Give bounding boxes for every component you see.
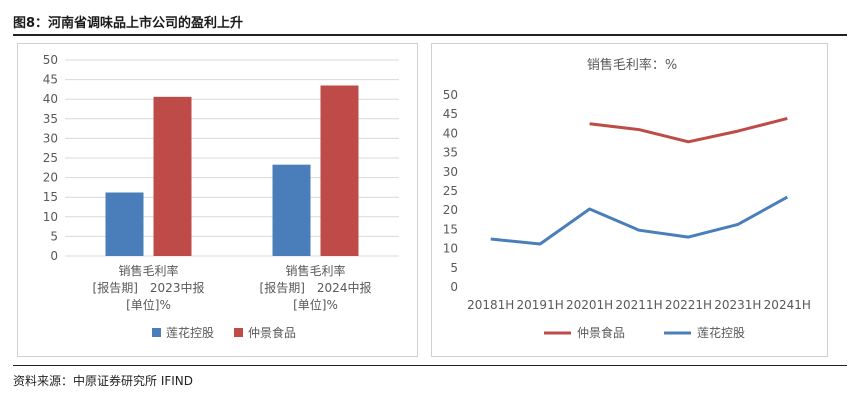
- y-tick-label: 20: [43, 171, 58, 185]
- x-category-label: [报告期] 2023中报: [93, 280, 205, 295]
- y-tick-label: 10: [43, 210, 58, 224]
- x-tick-label: 20211H: [615, 298, 662, 312]
- legend-label: 仲景食品: [577, 325, 625, 340]
- y-tick-label: 35: [443, 146, 458, 160]
- bar-chart: 0 5 10 15 20 25 30 35 40 45 50 销售毛利率 [报告期] 2023中报 [单位…: [43, 53, 399, 340]
- y-tick-label: 20: [443, 203, 458, 217]
- legend-swatch: [152, 328, 161, 337]
- x-category-label: [报告期] 2024中报: [260, 280, 372, 295]
- y-tick-label: 5: [50, 229, 58, 243]
- x-category-label: 销售毛利率: [118, 263, 178, 278]
- x-tick-label: 20221H: [665, 298, 712, 312]
- legend-swatch: [234, 328, 243, 337]
- y-tick-label: 45: [443, 107, 458, 121]
- x-category-label: [单位]%: [293, 297, 338, 312]
- x-tick-label: 20181H: [467, 298, 514, 312]
- y-tick-label: 45: [43, 73, 58, 87]
- y-tick-label: 25: [43, 151, 58, 165]
- x-tick-label: 20241H: [764, 298, 811, 312]
- y-tick-label: 0: [450, 280, 458, 294]
- bar: [153, 96, 192, 257]
- x-tick-label: 20191H: [517, 298, 564, 312]
- title-rule: [13, 34, 847, 36]
- y-tick-label: 25: [443, 184, 458, 198]
- series-line: [589, 116, 788, 144]
- y-tick-label: 35: [43, 112, 58, 126]
- legend-label: 莲花控股: [166, 325, 214, 340]
- line-chart-panel: 销售毛利率：% 0 5 10 15 20 25 30 35 40 45 50 20181H 20191H 2…: [431, 43, 828, 357]
- x-category-label: 销售毛利率: [285, 263, 345, 278]
- bar: [272, 164, 311, 256]
- figure-title: 图8：河南省调味品上市公司的盈利上升: [13, 16, 244, 31]
- chart-title: 销售毛利率：%: [587, 57, 677, 73]
- y-tick-label: 0: [50, 249, 58, 263]
- legend-label: 仲景食品: [248, 325, 296, 340]
- y-tick-label: 30: [443, 165, 458, 179]
- x-tick-label: 20201H: [566, 298, 613, 312]
- y-tick-label: 30: [43, 131, 58, 145]
- source-rule: [13, 365, 847, 366]
- y-tick-label: 40: [43, 92, 58, 106]
- y-tick-label: 5: [450, 261, 458, 275]
- x-category-label: [单位]%: [126, 297, 171, 312]
- series-line: [490, 195, 789, 246]
- bar: [320, 85, 359, 256]
- y-tick-label: 10: [443, 242, 458, 256]
- y-tick-label: 50: [443, 88, 458, 102]
- y-tick-label: 15: [43, 190, 58, 204]
- bar: [105, 192, 144, 256]
- source-note: 资料来源：中原证券研究所 IFIND: [13, 374, 194, 388]
- y-tick-label: 50: [43, 53, 58, 67]
- y-tick-label: 40: [443, 126, 458, 140]
- legend-label: 莲花控股: [697, 325, 745, 340]
- y-tick-label: 15: [443, 222, 458, 236]
- x-tick-label: 20231H: [714, 298, 761, 312]
- bar-chart-panel: 0 5 10 15 20 25 30 35 40 45 50 销售毛利率 [报告期] 2023中报 [单位…: [17, 43, 418, 357]
